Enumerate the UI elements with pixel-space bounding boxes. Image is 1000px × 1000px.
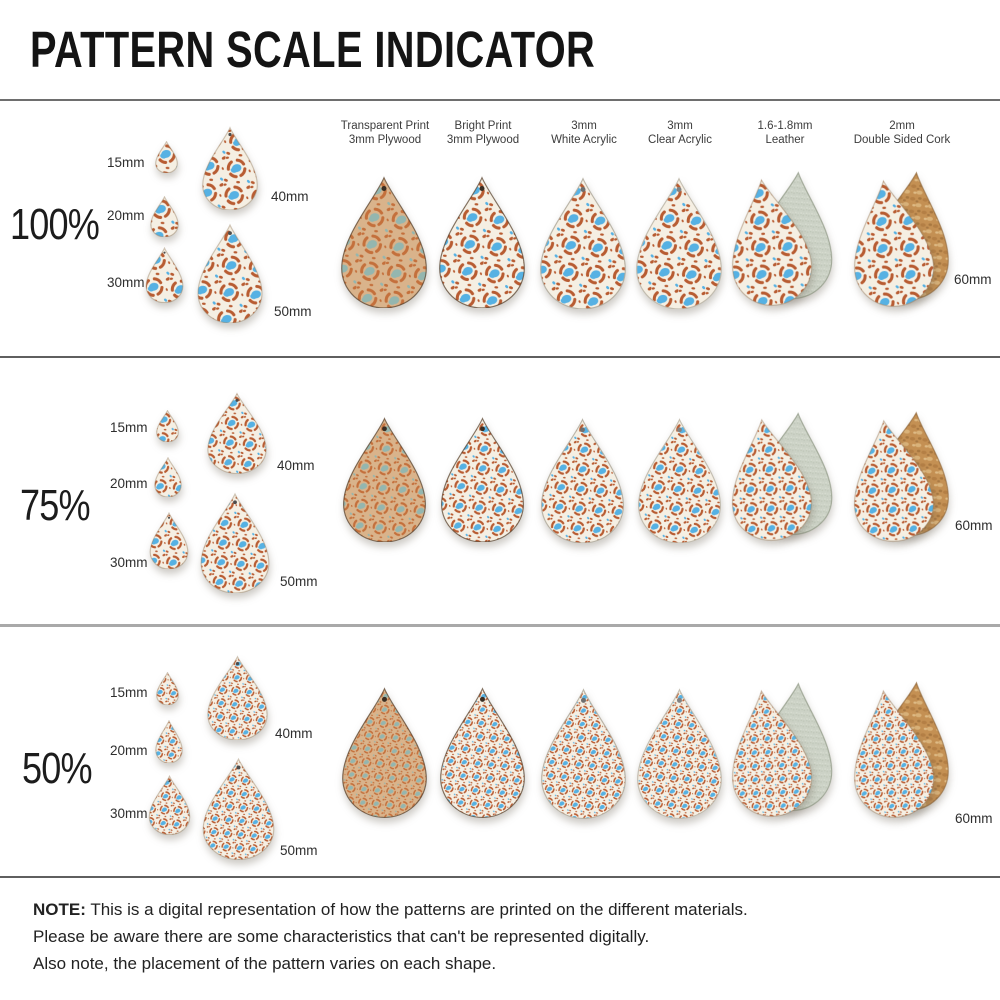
teardrop-30mm-row-100 (145, 247, 184, 303)
divider-bottom (0, 876, 1000, 878)
note: NOTE: This is a digital representation o… (33, 901, 748, 982)
teardrop-40mm-row-75 (206, 392, 268, 474)
teardrop-50mm-row-100 (196, 223, 264, 323)
column-header-line: Clear Acrylic (648, 134, 712, 146)
teardrop-leather-front-row-50 (719, 683, 818, 821)
teardrop-15mm-row-75 (156, 410, 179, 442)
teardrop-bright-plywood-row-50 (438, 686, 527, 818)
teardrop-bright-plywood-row-75 (439, 416, 526, 542)
column-header-line: 3mm (667, 120, 693, 132)
size-label-30mm-row-50: 30mm (110, 806, 148, 821)
teardrop-transparent-plywood-row-75 (341, 416, 428, 542)
column-header-transparent-plywood: Transparent Print 3mm Plywood (310, 119, 460, 147)
column-header-bright-plywood: Bright Print 3mm Plywood (408, 119, 558, 147)
teardrop-leather-front-row-75 (720, 412, 818, 545)
teardrop-cork-front-row-100 (841, 173, 940, 311)
teardrop-30mm-row-75 (149, 512, 189, 569)
teardrop-white-acrylic-row-50 (539, 687, 628, 819)
teardrop-clear-acrylic-row-50 (635, 687, 724, 819)
teardrop-clear-acrylic-row-75 (636, 417, 723, 543)
scale-label-100: 100% (10, 200, 100, 249)
column-header-line: 2mm (889, 120, 915, 132)
column-header-clear-acrylic: 3mm Clear Acrylic (605, 119, 755, 147)
scale-label-50: 50% (22, 744, 93, 793)
teardrop-50mm-row-50 (201, 757, 276, 860)
column-header-line: Double Sided Cork (853, 134, 951, 146)
size-label-15mm-row-75: 15mm (110, 420, 148, 435)
teardrop-transparent-plywood-row-50 (340, 686, 429, 818)
teardrop-15mm-row-50 (156, 672, 179, 705)
size-label-40mm-row-50: 40mm (275, 726, 313, 741)
note-text: This is a digital representation of how … (90, 900, 748, 919)
teardrop-bright-plywood-row-100 (437, 175, 527, 308)
size-label-50mm-row-100: 50mm (274, 304, 312, 319)
teardrop-cork-front-row-50 (841, 683, 940, 822)
column-header-line: 3mm Plywood (446, 134, 520, 146)
note-line-3: Also note, the placement of the pattern … (33, 954, 497, 973)
size-label-15mm-row-100: 15mm (107, 155, 145, 170)
size-label-50mm-row-50: 50mm (280, 843, 318, 858)
size-label-15mm-row-50: 15mm (110, 685, 148, 700)
column-header-line: 1.6-1.8mm (757, 120, 813, 132)
size-label-50mm-row-75: 50mm (280, 574, 318, 589)
column-header-white-acrylic: 3mm White Acrylic (509, 119, 659, 147)
teardrop-transparent-plywood-row-100 (339, 175, 429, 308)
teardrop-clear-acrylic-row-100 (634, 176, 724, 309)
column-header-line: Leather (765, 134, 805, 146)
size-label-40mm-row-100: 40mm (271, 189, 309, 204)
teardrop-white-acrylic-row-75 (539, 417, 626, 543)
size-label-20mm-row-100: 20mm (107, 208, 145, 223)
size-label-60mm-row-50: 60mm (955, 811, 993, 826)
teardrop-20mm-row-100 (150, 196, 179, 237)
size-label-30mm-row-75: 30mm (110, 555, 148, 570)
teardrop-white-acrylic-row-100 (538, 176, 628, 309)
column-header-line: 3mm Plywood (348, 134, 422, 146)
divider-top (0, 99, 1000, 101)
size-label-20mm-row-50: 20mm (110, 743, 148, 758)
column-header-line: White Acrylic (551, 134, 617, 146)
column-header-leather: 1.6-1.8mm Leather (710, 119, 860, 147)
column-header-line: Transparent Print (340, 120, 430, 132)
page-title: PATTERN SCALE INDICATOR (30, 21, 596, 78)
size-label-40mm-row-75: 40mm (277, 458, 315, 473)
teardrop-cork-front-row-75 (842, 413, 940, 546)
divider-row-100-75 (0, 356, 1000, 358)
teardrop-40mm-row-100 (201, 126, 259, 210)
teardrop-20mm-row-50 (155, 720, 183, 763)
note-line-1: NOTE: This is a digital representation o… (33, 901, 748, 919)
size-label-20mm-row-75: 20mm (110, 476, 148, 491)
column-header-cork: 2mm Double Sided Cork (827, 119, 977, 147)
divider-row-75-50 (0, 624, 1000, 627)
column-header-line: 3mm (571, 120, 597, 132)
teardrop-50mm-row-75 (199, 492, 271, 593)
note-line-2: Please be aware there are some character… (33, 927, 650, 946)
column-header-line: Bright Print (454, 120, 512, 132)
teardrop-15mm-row-100 (155, 141, 178, 173)
teardrop-40mm-row-50 (206, 655, 269, 740)
size-label-60mm-row-100: 60mm (954, 272, 992, 287)
note-label: NOTE: (33, 900, 86, 919)
teardrop-leather-front-row-100 (719, 172, 818, 310)
teardrop-20mm-row-75 (154, 457, 182, 497)
teardrop-30mm-row-50 (148, 775, 191, 835)
scale-label-75: 75% (20, 481, 91, 530)
size-label-60mm-row-75: 60mm (955, 518, 993, 533)
size-label-30mm-row-100: 30mm (107, 275, 145, 290)
